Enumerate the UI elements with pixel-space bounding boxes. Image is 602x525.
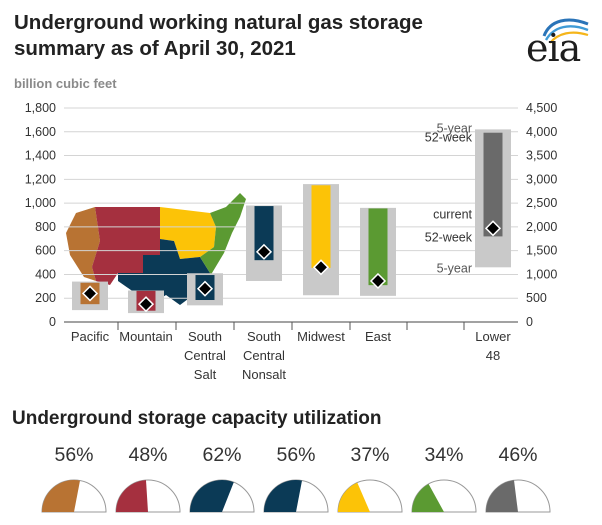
gauge-fill [42, 480, 80, 512]
current-value-marker [312, 259, 330, 276]
utilization-percent: 34% [424, 444, 464, 466]
utilization-percent: 56% [276, 444, 316, 466]
map-region-pacific [66, 207, 100, 281]
gauge-icon [485, 479, 551, 513]
range-annotation: 52-week [425, 131, 473, 145]
utilization-percent: 46% [498, 444, 538, 466]
right-tick-label: 1,500 [526, 244, 557, 258]
current-value-marker [81, 285, 99, 302]
utilization-percent: 37% [350, 444, 390, 466]
right-tick-label: 2,500 [526, 196, 557, 210]
category-label: Mountain [119, 329, 172, 344]
category-label: Pacific [71, 329, 110, 344]
current-value-marker [196, 280, 214, 297]
category-label: East [365, 329, 391, 344]
utilization-gauge: 56% [262, 443, 330, 513]
right-tick-label: 2,000 [526, 220, 557, 234]
current-value-marker [369, 272, 387, 290]
gauge-icon [115, 479, 181, 513]
gauge-fill [486, 480, 518, 512]
gauge-fill [264, 480, 302, 512]
range-annotation: 5-year [437, 261, 472, 275]
left-tick-label: 1,000 [25, 196, 56, 210]
gauge-fill [412, 483, 444, 512]
category-label: Central [243, 348, 285, 363]
current-value-marker [484, 220, 502, 237]
axes: 0 200 400 600 800 1,000 1,200 1,400 1,600 1,800 0 5… [25, 101, 558, 382]
gauge-fill [116, 480, 148, 512]
gauge-icon [41, 479, 107, 513]
gauge-icon [337, 479, 403, 513]
utilization-percent: 56% [54, 444, 94, 466]
logo-text: eia [526, 26, 581, 70]
fifty-two-week-range-bar [483, 132, 503, 237]
range-annotation: 52-week [425, 230, 473, 244]
right-tick-label: 4,500 [526, 101, 557, 115]
gauge-icon [189, 479, 255, 513]
utilization-gauge: 62% [188, 443, 256, 513]
utilization-percent: 48% [128, 444, 168, 466]
fifty-two-week-range-bar [254, 206, 274, 261]
fifty-two-week-range-bar [368, 208, 388, 286]
category-label: Nonsalt [242, 367, 286, 382]
gauge-fill [338, 482, 370, 512]
utilization-gauge: 56% [40, 443, 108, 513]
range-bars [72, 129, 511, 314]
left-tick-label: 0 [49, 315, 56, 329]
left-tick-label: 200 [35, 291, 56, 305]
left-tick-label: 1,800 [25, 101, 56, 115]
utilization-gauge: 37% [336, 443, 404, 513]
range-annotation: 5-year [437, 121, 472, 135]
utilization-gauge: 34% [410, 443, 478, 513]
current-value-marker [255, 243, 273, 260]
right-tick-label: 500 [526, 291, 547, 305]
right-tick-label: 3,000 [526, 172, 557, 186]
category-label: Lower [475, 329, 511, 344]
left-tick-label: 800 [35, 220, 56, 234]
page-title: Underground working natural gas storage … [14, 11, 423, 60]
gauge-icon [263, 479, 329, 513]
category-label: Salt [194, 367, 217, 382]
logo-swoosh-icon [542, 18, 589, 44]
left-tick-label: 1,600 [25, 125, 56, 139]
utilization-gauge: 46% [484, 443, 552, 513]
right-tick-label: 4,000 [526, 125, 557, 139]
map-region-midwest [160, 207, 216, 259]
unit-label: billion cubic feet [14, 76, 117, 91]
left-tick-label: 600 [35, 244, 56, 258]
eia-logo: eia [526, 14, 590, 70]
category-label: Central [184, 348, 226, 363]
gauge-icon [411, 479, 477, 513]
right-tick-label: 1,000 [526, 267, 557, 281]
storage-range-chart: 0 200 400 600 800 1,000 1,200 1,400 1,600 1,800 0 5… [25, 101, 558, 382]
category-label: South [247, 329, 281, 344]
left-tick-label: 1,200 [25, 172, 56, 186]
utilization-gauge: 48% [114, 443, 182, 513]
right-tick-label: 0 [526, 315, 533, 329]
left-tick-label: 1,400 [25, 149, 56, 163]
category-label: 48 [486, 348, 500, 363]
right-tick-label: 3,500 [526, 149, 557, 163]
utilization-percent: 62% [202, 444, 242, 466]
gauge-fill [190, 480, 234, 512]
range-annotation: current [433, 207, 472, 221]
grid-lines [64, 107, 518, 323]
fifty-two-week-range-bar [311, 185, 331, 268]
map-region-east [200, 193, 246, 293]
left-tick-label: 400 [35, 267, 56, 281]
category-label: South [188, 329, 222, 344]
utilization-title: Underground storage capacity utilization [12, 408, 382, 429]
category-label: Midwest [297, 329, 345, 344]
current-value-marker [137, 296, 155, 313]
